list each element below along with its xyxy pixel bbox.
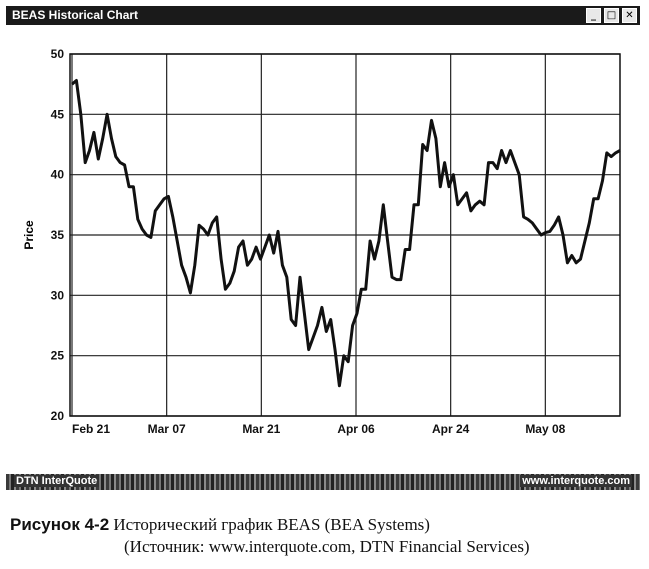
x-tick-label: Apr 24 (432, 422, 470, 436)
maximize-button[interactable]: □ (604, 8, 619, 23)
figure-caption: Рисунок 4-2 Исторический график BEAS (BE… (10, 514, 640, 558)
x-tick-labels: Feb 21 Mar 07 Mar 21 Apr 06 Apr 24 May 08 (72, 422, 566, 436)
y-axis-label: Price (22, 220, 36, 250)
y-tick-label: 40 (51, 168, 65, 182)
chart-window: BEAS Historical Chart _ □ ✕ 20 25 30 35 40 45… (6, 6, 640, 490)
y-tick-label: 25 (51, 349, 65, 363)
caption-text: Исторический график BEAS (BEA Systems) (113, 515, 430, 534)
x-tick-label: Mar 21 (242, 422, 280, 436)
caption-figure-number: Рисунок 4-2 (10, 515, 110, 534)
y-tick-label: 20 (51, 409, 65, 423)
y-tick-label: 50 (51, 47, 65, 61)
window-controls: _ □ ✕ (586, 8, 637, 23)
caption-source: (Источник: www.interquote.com, DTN Finan… (124, 537, 530, 556)
x-tick-label: Apr 06 (337, 422, 375, 436)
status-bar: DTN InterQuote www.interquote.com (6, 474, 640, 490)
caption-line-1: Рисунок 4-2 Исторический график BEAS (BE… (10, 514, 640, 536)
title-bar: BEAS Historical Chart _ □ ✕ (6, 6, 640, 25)
status-left-label: DTN InterQuote (14, 475, 100, 487)
minimize-button[interactable]: _ (586, 8, 601, 23)
x-tick-label: Feb 21 (72, 422, 110, 436)
x-tick-label: Mar 07 (148, 422, 186, 436)
chart-grid (70, 53, 620, 417)
y-tick-labels: 20 25 30 35 40 45 50 (51, 47, 65, 423)
plot-frame (69, 53, 621, 417)
x-tick-label: May 08 (525, 422, 565, 436)
y-tick-label: 35 (51, 228, 65, 242)
y-tick-label: 45 (51, 107, 65, 121)
close-button[interactable]: ✕ (622, 8, 637, 23)
status-url-link[interactable]: www.interquote.com (520, 475, 632, 487)
price-series-line (71, 79, 621, 388)
window-title: BEAS Historical Chart (12, 8, 139, 22)
price-chart: 20 25 30 35 40 45 50 Feb 21 Mar 07 Mar 21 Apr 06 A… (22, 47, 621, 436)
y-tick-label: 30 (51, 288, 65, 302)
